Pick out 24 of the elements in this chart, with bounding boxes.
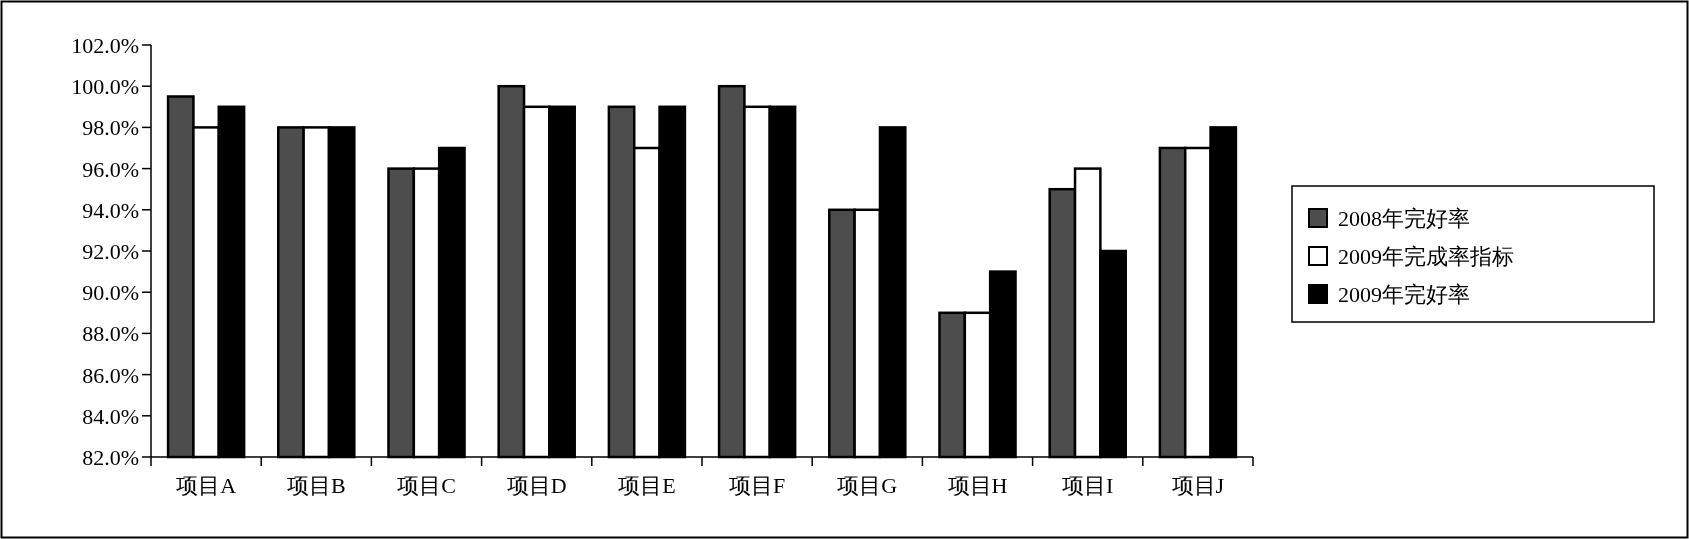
- y-tick-label: 102.0%: [71, 33, 139, 58]
- legend-label: 2008年完好率: [1338, 206, 1470, 231]
- x-tick-label: 项目I: [1062, 473, 1114, 498]
- y-tick-label: 86.0%: [82, 362, 139, 388]
- y-tick-label: 98.0%: [82, 115, 139, 141]
- x-tick-label: 项目F: [728, 473, 786, 498]
- x-tick-label: 项目H: [947, 473, 1008, 498]
- x-tick-label: 项目A: [176, 473, 237, 498]
- x-tick-label: 项目E: [618, 473, 676, 498]
- x-tick-label: 项目C: [397, 473, 456, 498]
- legend-label: 2009年完好率: [1338, 282, 1470, 307]
- y-tick-label: 90.0%: [82, 280, 139, 306]
- x-tick-label: 项目B: [286, 473, 346, 498]
- y-tick-label: 100.0%: [71, 74, 139, 100]
- y-tick-label: 96.0%: [82, 156, 139, 182]
- y-tick-label: 92.0%: [82, 239, 139, 264]
- y-tick-label: 82.0%: [82, 445, 139, 470]
- legend-label: 2009年完成率指标: [1338, 244, 1514, 269]
- y-tick-label: 84.0%: [82, 403, 139, 429]
- y-tick-label: 88.0%: [82, 321, 139, 347]
- x-tick-label: 项目D: [506, 473, 567, 498]
- y-tick-label: 94.0%: [82, 197, 139, 223]
- x-tick-label: 项目J: [1171, 473, 1225, 498]
- x-tick-label: 项目G: [837, 473, 898, 498]
